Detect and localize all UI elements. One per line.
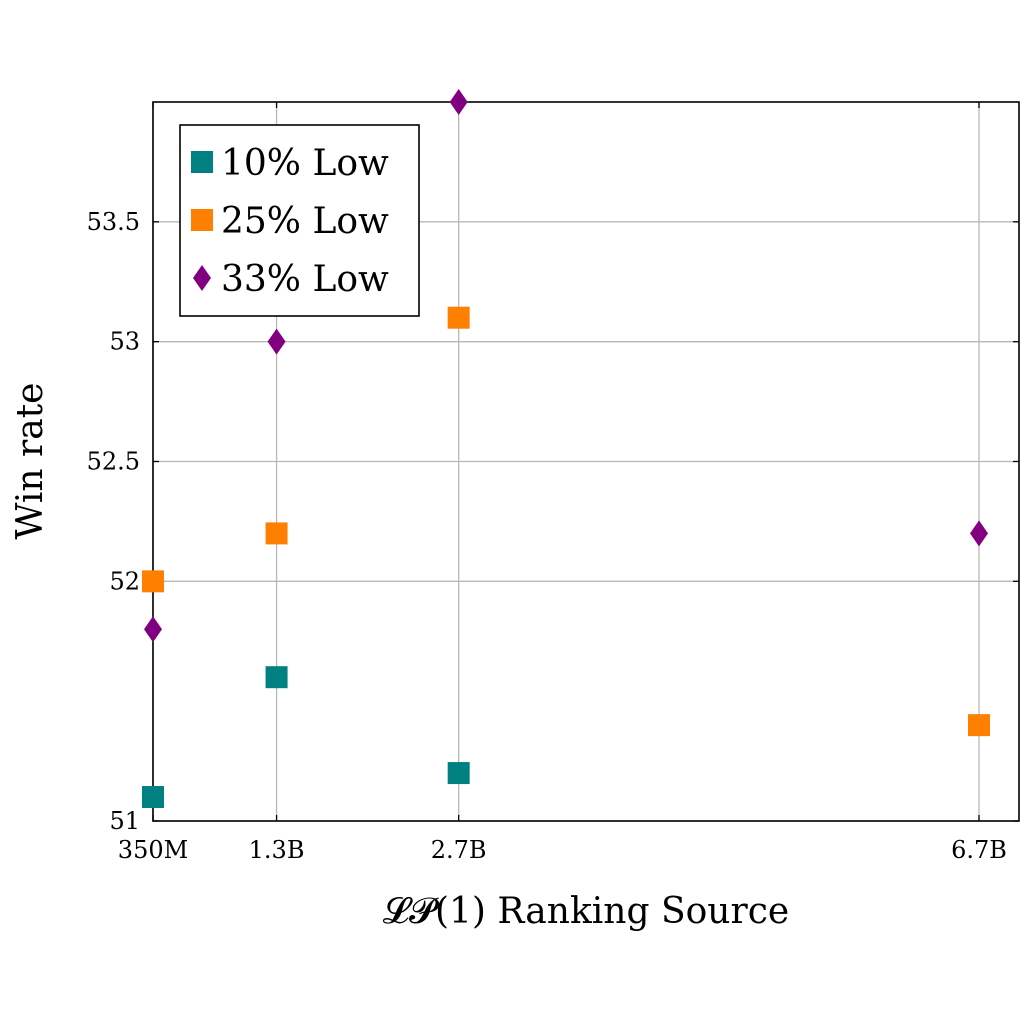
x-tick-label: 2.7B — [431, 836, 487, 864]
data-point-25-low — [142, 570, 164, 593]
x-tick-label: 1.3B — [249, 836, 305, 864]
x-tick-label: 6.7B — [951, 836, 1007, 864]
data-point-10-low — [447, 762, 470, 785]
y-tick-label: 53 — [109, 328, 140, 356]
data-point-25-low — [447, 306, 470, 329]
data-point-33-low — [970, 520, 988, 547]
data-point-33-low — [449, 89, 468, 115]
legend-box — [179, 124, 420, 317]
data-point-10-low — [265, 666, 288, 689]
legend-marker-25-low — [191, 209, 213, 231]
y-tick-label: 52.5 — [87, 448, 140, 476]
data-point-33-low — [144, 616, 162, 643]
legend-marker-10-low — [191, 151, 213, 173]
marks-layer — [142, 89, 990, 809]
legend-label-33-low: 33% Low — [221, 259, 389, 300]
legend: 10% Low 25% Low 33% Low — [179, 124, 420, 317]
x-axis-label: 𝓛𝓟(1) Ranking Source — [383, 891, 789, 932]
data-point-10-low — [142, 786, 164, 809]
y-tick-label: 52 — [109, 567, 140, 595]
y-tick-label: 51 — [109, 807, 140, 835]
ticks-layer: 350M 1.3B 2.7B 6.7B 51 52 52.5 53 53.5 — [87, 102, 1019, 864]
x-tick-label: 350M — [118, 836, 188, 864]
data-point-25-low — [968, 714, 990, 737]
y-tick-label: 53.5 — [87, 208, 140, 236]
legend-items: 10% Low 25% Low 33% Low — [191, 143, 389, 300]
data-point-33-low — [267, 328, 286, 355]
legend-label-25-low: 25% Low — [221, 201, 389, 242]
data-point-25-low — [265, 522, 288, 545]
legend-label-10-low: 10% Low — [221, 143, 389, 184]
legend-marker-33-low — [193, 265, 211, 291]
y-axis-label: Win rate — [10, 383, 51, 540]
